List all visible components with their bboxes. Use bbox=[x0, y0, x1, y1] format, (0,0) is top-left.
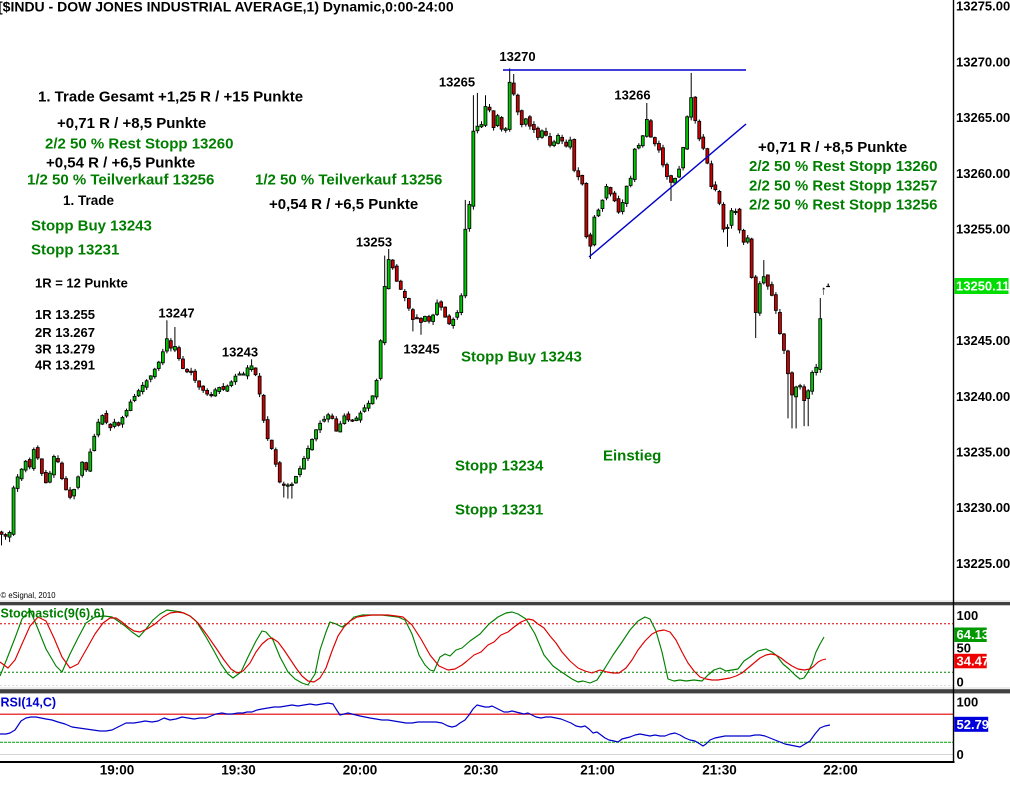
svg-text:100: 100 bbox=[957, 695, 979, 710]
svg-text:Stopp Buy 13243: Stopp Buy 13243 bbox=[31, 218, 152, 235]
svg-text:13230.00: 13230.00 bbox=[956, 500, 1010, 515]
svg-text:100: 100 bbox=[957, 608, 979, 623]
svg-text:13270.00: 13270.00 bbox=[956, 54, 1010, 69]
svg-text:22:00: 22:00 bbox=[823, 763, 858, 778]
svg-text:52.79: 52.79 bbox=[957, 717, 990, 732]
svg-text:+0,54 R / +6,5 Punkte: +0,54 R / +6,5 Punkte bbox=[46, 155, 195, 172]
svg-text:1R = 12 Punkte: 1R = 12 Punkte bbox=[35, 276, 128, 291]
svg-text:1. Trade Gesamt +1,25 R / +15: 1. Trade Gesamt +1,25 R / +15 Punkte bbox=[38, 89, 303, 106]
svg-text:13266: 13266 bbox=[614, 88, 650, 103]
svg-text:21:00: 21:00 bbox=[580, 763, 615, 778]
svg-text:19:30: 19:30 bbox=[221, 763, 256, 778]
svg-text:1/2 50 % Teilverkauf 13256: 1/2 50 % Teilverkauf 13256 bbox=[255, 172, 442, 189]
svg-text:3R 13.279: 3R 13.279 bbox=[35, 342, 95, 357]
svg-text:1R 13.255: 1R 13.255 bbox=[35, 307, 95, 322]
svg-text:64.13: 64.13 bbox=[957, 627, 990, 642]
svg-text:13260.00: 13260.00 bbox=[956, 166, 1010, 181]
svg-text:+0,71 R / +8,5 Punkte: +0,71 R / +8,5 Punkte bbox=[758, 139, 907, 156]
svg-text:1. Trade: 1. Trade bbox=[63, 193, 115, 208]
svg-text:4R 13.291: 4R 13.291 bbox=[35, 358, 95, 373]
svg-text:0: 0 bbox=[957, 675, 964, 690]
svg-text:Stopp Buy 13243: Stopp Buy 13243 bbox=[461, 349, 582, 366]
svg-text:13245: 13245 bbox=[403, 342, 439, 357]
svg-text:13247: 13247 bbox=[158, 306, 194, 321]
svg-text:13255.00: 13255.00 bbox=[956, 222, 1010, 237]
svg-text:+0,71 R / +8,5 Punkte: +0,71 R / +8,5 Punkte bbox=[57, 115, 206, 132]
svg-text:2R 13.267: 2R 13.267 bbox=[35, 325, 95, 340]
svg-text:13265: 13265 bbox=[439, 75, 475, 90]
svg-text:0: 0 bbox=[957, 747, 964, 762]
svg-text:↑: ↑ bbox=[821, 284, 827, 298]
svg-text:2/2 50 % Rest Stopp 13256: 2/2 50 % Rest Stopp 13256 bbox=[749, 197, 937, 214]
svg-text:Stopp 13231: Stopp 13231 bbox=[31, 242, 119, 259]
svg-text:50: 50 bbox=[957, 641, 971, 656]
svg-text:13270: 13270 bbox=[499, 49, 535, 64]
svg-text:© eSignal, 2010: © eSignal, 2010 bbox=[1, 590, 56, 600]
svg-text:13253: 13253 bbox=[356, 235, 392, 250]
svg-text:13245.00: 13245.00 bbox=[956, 333, 1010, 348]
svg-text:13265.00: 13265.00 bbox=[956, 110, 1010, 125]
svg-text:Stochastic(9(6),6): Stochastic(9(6),6) bbox=[1, 607, 105, 621]
svg-text:21:30: 21:30 bbox=[702, 763, 737, 778]
svg-text:13275.00: 13275.00 bbox=[956, 0, 1010, 14]
svg-text:Stopp 13231: Stopp 13231 bbox=[455, 502, 543, 519]
svg-text:13235.00: 13235.00 bbox=[956, 445, 1010, 460]
svg-text:[$INDU - DOW JONES INDUSTRIAL: [$INDU - DOW JONES INDUSTRIAL AVERAGE,1)… bbox=[0, 0, 454, 15]
svg-text:34.47: 34.47 bbox=[957, 653, 990, 668]
svg-text:13225.00: 13225.00 bbox=[956, 556, 1010, 571]
svg-text:19:00: 19:00 bbox=[100, 763, 135, 778]
svg-text:2/2 50 % Rest Stopp 13260: 2/2 50 % Rest Stopp 13260 bbox=[749, 158, 937, 175]
svg-text:+0,54 R / +6,5 Punkte: +0,54 R / +6,5 Punkte bbox=[269, 196, 418, 213]
svg-text:Stopp 13234: Stopp 13234 bbox=[455, 458, 544, 475]
svg-text:20:00: 20:00 bbox=[343, 763, 378, 778]
svg-text:2/2 50 % Rest Stopp 13257: 2/2 50 % Rest Stopp 13257 bbox=[749, 178, 937, 195]
svg-text:20:30: 20:30 bbox=[464, 763, 499, 778]
svg-text:13243: 13243 bbox=[222, 345, 258, 360]
svg-text:1/2 50 % Teilverkauf 13256: 1/2 50 % Teilverkauf 13256 bbox=[27, 172, 214, 189]
svg-text:13250.11: 13250.11 bbox=[956, 279, 1010, 294]
svg-text:RSI(14,C): RSI(14,C) bbox=[1, 696, 57, 710]
svg-text:13240.00: 13240.00 bbox=[956, 389, 1010, 404]
svg-text:Einstieg: Einstieg bbox=[603, 448, 661, 465]
svg-text:2/2 50 % Rest Stopp 13260: 2/2 50 % Rest Stopp 13260 bbox=[45, 136, 233, 153]
